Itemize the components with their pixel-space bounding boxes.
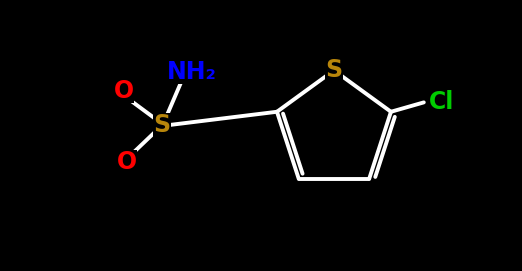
Text: S: S [153, 113, 171, 137]
Text: NH₂: NH₂ [167, 60, 217, 84]
Text: Cl: Cl [429, 91, 454, 114]
Text: S: S [325, 58, 342, 82]
Text: O: O [117, 150, 137, 173]
Text: O: O [114, 79, 134, 103]
